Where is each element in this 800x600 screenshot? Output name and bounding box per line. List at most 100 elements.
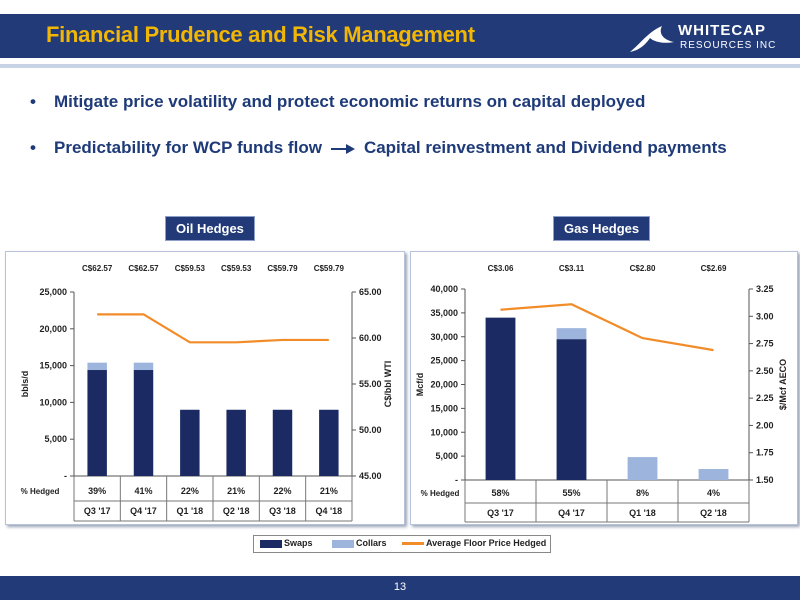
pct-hedged-value: 8% <box>636 488 649 498</box>
legend-collars: Collars <box>332 538 387 548</box>
y2-tick-label: 1.50 <box>756 475 774 485</box>
legend-avg-floor: Average Floor Price Hedged <box>402 538 546 548</box>
swaps-swatch <box>260 539 282 548</box>
bullet-1-text: Mitigate price volatility and protect ec… <box>54 92 646 111</box>
collars-bar <box>698 469 729 480</box>
y-tick-label: 30,000 <box>430 332 458 342</box>
company-logo: WHITECAP RESOURCES INC <box>628 18 788 58</box>
pct-hedged-value: 21% <box>320 486 338 496</box>
category-label: Q4 '18 <box>315 506 342 516</box>
y-tick-label: 15,000 <box>39 361 67 371</box>
header-bar <box>0 14 800 58</box>
swaps-bar <box>226 409 246 476</box>
y-tick-label: 20,000 <box>430 380 458 390</box>
price-label: C$2.69 <box>701 264 727 273</box>
wave-logo-icon <box>630 26 674 52</box>
arrow-right-icon <box>330 143 355 154</box>
category-label: Q1 '18 <box>629 508 656 518</box>
y2-tick-label: 55.00 <box>359 379 382 389</box>
avg-floor-swatch <box>402 542 424 546</box>
logo-subname: RESOURCES INC <box>680 40 777 51</box>
chart-legend: Swaps Collars Average Floor Price Hedged <box>253 535 551 553</box>
y2-tick-label: 65.00 <box>359 287 382 297</box>
avg-floor-price-line <box>97 313 329 344</box>
category-label: Q2 '18 <box>223 506 250 516</box>
pct-hedged-value: 41% <box>134 486 152 496</box>
y-tick-label: 40,000 <box>430 284 458 294</box>
header-divider <box>0 64 800 68</box>
category-label: Q2 '18 <box>700 508 727 518</box>
collars-bar <box>627 457 658 480</box>
y2-tick-label: 45.00 <box>359 471 382 481</box>
y-tick-label: 15,000 <box>430 403 458 413</box>
page-title: Financial Prudence and Risk Management <box>46 22 475 47</box>
price-label: C$59.53 <box>175 264 206 273</box>
avg-floor-price-line <box>500 303 714 352</box>
y2-tick-label: 3.25 <box>756 284 774 294</box>
y2-tick-label: 2.00 <box>756 420 774 430</box>
price-label: C$59.79 <box>267 264 298 273</box>
legend-avg-floor-label: Average Floor Price Hedged <box>426 538 547 548</box>
price-label: C$62.57 <box>128 264 159 273</box>
oil-hedges-chart: - 5,000 10,000 15,000 20,000 25,000 45.00 50.00… <box>20 264 393 522</box>
y-tick-label: - <box>455 475 458 485</box>
y-tick-label: - <box>64 471 67 481</box>
swaps-bar <box>87 370 107 476</box>
legend-swaps: Swaps <box>260 538 313 548</box>
swaps-bar <box>272 409 293 476</box>
y2-tick-label: 1.75 <box>756 448 774 458</box>
pct-hedged-value: 22% <box>273 486 291 496</box>
y-tick-label: 20,000 <box>39 324 67 334</box>
slide-footer: 13 <box>0 576 800 600</box>
bullet-dot: • <box>30 92 36 111</box>
y-tick-label: 25,000 <box>430 356 458 366</box>
y-tick-label: 5,000 <box>435 451 458 461</box>
collars-bar <box>556 328 587 340</box>
category-label: Q1 '18 <box>176 506 203 516</box>
gas-hedges-title: Gas Hedges <box>553 216 651 241</box>
gas-hedges-chart: - 5,000 10,000 15,000 20,000 25,000 30,000 35,0… <box>415 264 788 523</box>
collars-bar <box>133 362 154 371</box>
pct-hedged-value: 4% <box>707 488 720 498</box>
swaps-bar <box>485 317 516 480</box>
y-tick-label: 25,000 <box>39 287 67 297</box>
price-label: C$59.53 <box>221 264 252 273</box>
pct-hedged-value: 21% <box>227 486 245 496</box>
page-number: 13 <box>393 581 407 593</box>
bullet-2: • Predictability for WCP funds flow Capita… <box>30 138 727 158</box>
category-label: Q3 '17 <box>84 506 111 516</box>
y2-tick-label: 60.00 <box>359 333 382 343</box>
swaps-bar <box>133 370 154 476</box>
logo-name: WHITECAP <box>678 22 766 39</box>
y-axis-label: Mcf/d <box>415 373 425 397</box>
pct-hedged-value: 55% <box>562 488 580 498</box>
y2-tick-label: 2.75 <box>756 339 774 349</box>
y-axis-label: bbls/d <box>20 371 30 398</box>
swaps-bar <box>319 409 339 476</box>
oil-hedges-title: Oil Hedges <box>165 216 255 241</box>
collars-bar <box>87 362 107 371</box>
bullet-dot: • <box>30 138 36 157</box>
price-label: C$62.57 <box>82 264 113 273</box>
price-label: C$3.11 <box>559 264 585 273</box>
price-label: C$3.06 <box>488 264 514 273</box>
oil-chart-panel: - 5,000 10,000 15,000 20,000 25,000 45.00 50.00… <box>5 251 405 525</box>
y2-tick-label: 50.00 <box>359 425 382 435</box>
slide-header: Financial Prudence and Risk Management W… <box>0 0 800 68</box>
legend-collars-label: Collars <box>356 538 387 548</box>
y-tick-label: 10,000 <box>430 427 458 437</box>
y2-tick-label: 3.00 <box>756 311 774 321</box>
swaps-bar <box>556 339 587 480</box>
y2-axis-label: $/Mcf AECO <box>778 359 788 410</box>
legend-swaps-label: Swaps <box>284 538 313 548</box>
pct-hedged-value: 39% <box>88 486 106 496</box>
gas-chart-panel: - 5,000 10,000 15,000 20,000 25,000 30,000 35,0… <box>410 251 798 525</box>
y-tick-label: 35,000 <box>430 308 458 318</box>
bullet-2-result: Capital reinvestment and Dividend paymen… <box>363 138 727 157</box>
bullet-1: • Mitigate price volatility and protect e… <box>30 92 645 112</box>
y-tick-label: 5,000 <box>44 434 67 444</box>
swaps-bar <box>180 409 200 476</box>
y2-axis-label: C$/bbl WTI <box>383 361 393 408</box>
pct-hedged-label: % Hedged <box>21 487 60 496</box>
bullet-2-text: Predictability for WCP funds flow <box>54 138 322 157</box>
